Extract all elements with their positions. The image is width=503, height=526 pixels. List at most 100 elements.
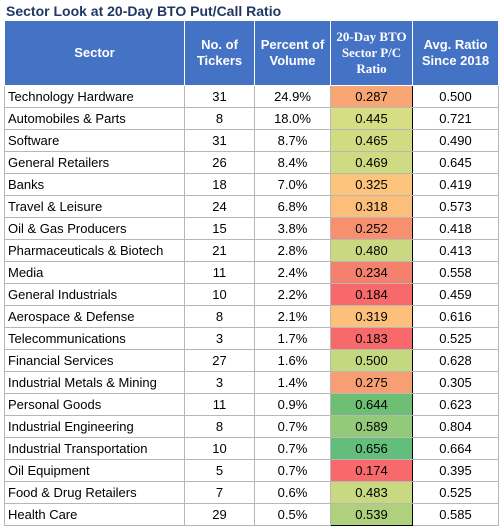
table-row: Aerospace & Defense 8 2.1% 0.319 0.616 <box>4 305 499 328</box>
header-avg-ratio: Avg. Ratio Since 2018 <box>412 20 499 86</box>
bto-ratio-cell: 0.174 <box>330 459 413 482</box>
sector-cell: Industrial Engineering <box>4 415 185 438</box>
bto-ratio-cell: 0.252 <box>330 217 413 240</box>
sector-cell: General Industrials <box>4 283 185 306</box>
bto-ratio-cell: 0.325 <box>330 173 413 196</box>
table-row: Automobiles & Parts 8 18.0% 0.445 0.721 <box>4 107 499 130</box>
sector-cell: Automobiles & Parts <box>4 107 185 130</box>
tickers-cell: 31 <box>184 85 255 108</box>
bto-ratio-cell: 0.445 <box>330 107 413 130</box>
table-row: Banks 18 7.0% 0.325 0.419 <box>4 173 499 196</box>
volume-cell: 8.7% <box>254 129 331 152</box>
volume-cell: 2.2% <box>254 283 331 306</box>
tickers-cell: 11 <box>184 393 255 416</box>
sector-cell: General Retailers <box>4 151 185 174</box>
volume-cell: 1.4% <box>254 371 331 394</box>
table-row: Health Care 29 0.5% 0.539 0.585 <box>4 503 499 526</box>
table-body: Technology Hardware 31 24.9% 0.287 0.500 Auto… <box>4 85 499 526</box>
bto-ratio-cell: 0.234 <box>330 261 413 284</box>
bto-ratio-cell: 0.183 <box>330 327 413 350</box>
tickers-cell: 10 <box>184 437 255 460</box>
sector-cell: Pharmaceuticals & Biotech <box>4 239 185 262</box>
volume-cell: 18.0% <box>254 107 331 130</box>
avg-ratio-cell: 0.804 <box>412 415 499 438</box>
bto-ratio-cell: 0.318 <box>330 195 413 218</box>
sector-table: Sector No. of Tickers Percent of Volume … <box>4 20 499 526</box>
tickers-cell: 8 <box>184 107 255 130</box>
tickers-cell: 18 <box>184 173 255 196</box>
table-row: Technology Hardware 31 24.9% 0.287 0.500 <box>4 85 499 108</box>
table-row: Travel & Leisure 24 6.8% 0.318 0.573 <box>4 195 499 218</box>
table-row: Industrial Metals & Mining 3 1.4% 0.275 0.30… <box>4 371 499 394</box>
tickers-cell: 8 <box>184 305 255 328</box>
sector-cell: Technology Hardware <box>4 85 185 108</box>
bto-ratio-cell: 0.469 <box>330 151 413 174</box>
tickers-cell: 7 <box>184 481 255 504</box>
sector-cell: Personal Goods <box>4 393 185 416</box>
sector-cell: Food & Drug Retailers <box>4 481 185 504</box>
tickers-cell: 21 <box>184 239 255 262</box>
volume-cell: 0.9% <box>254 393 331 416</box>
sector-cell: Oil & Gas Producers <box>4 217 185 240</box>
bto-ratio-cell: 0.465 <box>330 129 413 152</box>
avg-ratio-cell: 0.395 <box>412 459 499 482</box>
sector-cell: Industrial Transportation <box>4 437 185 460</box>
tickers-cell: 10 <box>184 283 255 306</box>
sector-cell: Health Care <box>4 503 185 526</box>
tickers-cell: 11 <box>184 261 255 284</box>
table-row: Media 11 2.4% 0.234 0.558 <box>4 261 499 284</box>
avg-ratio-cell: 0.305 <box>412 371 499 394</box>
table-row: Financial Services 27 1.6% 0.500 0.628 <box>4 349 499 372</box>
sector-cell: Banks <box>4 173 185 196</box>
volume-cell: 0.5% <box>254 503 331 526</box>
avg-ratio-cell: 0.585 <box>412 503 499 526</box>
avg-ratio-cell: 0.525 <box>412 327 499 350</box>
tickers-cell: 15 <box>184 217 255 240</box>
table-row: Food & Drug Retailers 7 0.6% 0.483 0.525 <box>4 481 499 504</box>
bto-ratio-cell: 0.319 <box>330 305 413 328</box>
avg-ratio-cell: 0.419 <box>412 173 499 196</box>
sector-cell: Financial Services <box>4 349 185 372</box>
avg-ratio-cell: 0.573 <box>412 195 499 218</box>
sector-cell: Oil Equipment <box>4 459 185 482</box>
avg-ratio-cell: 0.413 <box>412 239 499 262</box>
table-title: Sector Look at 20-Day BTO Put/Call Ratio <box>6 3 282 19</box>
bto-ratio-cell: 0.275 <box>330 371 413 394</box>
tickers-cell: 31 <box>184 129 255 152</box>
tickers-cell: 29 <box>184 503 255 526</box>
sector-cell: Software <box>4 129 185 152</box>
bto-ratio-cell: 0.287 <box>330 85 413 108</box>
volume-cell: 1.7% <box>254 327 331 350</box>
table-row: Industrial Engineering 8 0.7% 0.589 0.804 <box>4 415 499 438</box>
volume-cell: 7.0% <box>254 173 331 196</box>
bto-ratio-cell: 0.644 <box>330 393 413 416</box>
header-sector: Sector <box>4 20 185 86</box>
volume-cell: 2.1% <box>254 305 331 328</box>
volume-cell: 3.8% <box>254 217 331 240</box>
avg-ratio-cell: 0.558 <box>412 261 499 284</box>
table-row: Telecommunications 3 1.7% 0.183 0.525 <box>4 327 499 350</box>
bto-ratio-cell: 0.539 <box>330 503 413 526</box>
table-row: Oil & Gas Producers 15 3.8% 0.252 0.418 <box>4 217 499 240</box>
table-row: Software 31 8.7% 0.465 0.490 <box>4 129 499 152</box>
sector-cell: Industrial Metals & Mining <box>4 371 185 394</box>
avg-ratio-cell: 0.721 <box>412 107 499 130</box>
bto-ratio-cell: 0.589 <box>330 415 413 438</box>
volume-cell: 24.9% <box>254 85 331 108</box>
volume-cell: 0.7% <box>254 415 331 438</box>
avg-ratio-cell: 0.616 <box>412 305 499 328</box>
tickers-cell: 3 <box>184 327 255 350</box>
volume-cell: 2.8% <box>254 239 331 262</box>
header-volume: Percent of Volume <box>254 20 331 86</box>
table-row: General Industrials 10 2.2% 0.184 0.459 <box>4 283 499 306</box>
avg-ratio-cell: 0.500 <box>412 85 499 108</box>
table-row: Industrial Transportation 10 0.7% 0.656 0.66… <box>4 437 499 460</box>
table-row: General Retailers 26 8.4% 0.469 0.645 <box>4 151 499 174</box>
avg-ratio-cell: 0.664 <box>412 437 499 460</box>
sector-cell: Travel & Leisure <box>4 195 185 218</box>
table-row: Pharmaceuticals & Biotech 21 2.8% 0.480 0.41… <box>4 239 499 262</box>
tickers-cell: 27 <box>184 349 255 372</box>
avg-ratio-cell: 0.645 <box>412 151 499 174</box>
tickers-cell: 3 <box>184 371 255 394</box>
avg-ratio-cell: 0.459 <box>412 283 499 306</box>
